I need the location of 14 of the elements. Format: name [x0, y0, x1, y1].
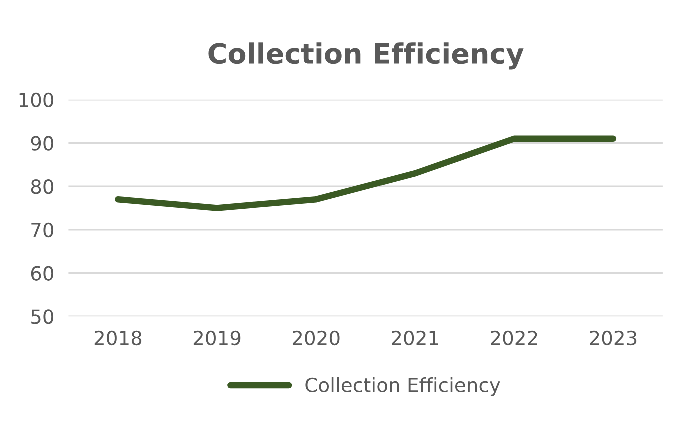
x-tick-label: 2021: [392, 330, 438, 346]
legend-label: Collection Efficiency: [306, 377, 500, 396]
y-tick-label: 70: [32, 222, 54, 238]
x-tick-label: 2023: [590, 330, 637, 346]
y-tick-label: 80: [31, 180, 54, 194]
x-tick-label: 2019: [194, 330, 241, 346]
x-tick-label: 2020: [292, 330, 340, 346]
y-tick-label: 90: [31, 136, 54, 151]
y-tick-label: 60: [31, 266, 54, 281]
y-tick-label: 100: [20, 92, 54, 108]
x-tick-label: 2018: [94, 330, 142, 346]
chart-title: Collection Efficiency: [208, 42, 524, 70]
x-tick-label: 2022: [491, 330, 538, 346]
y-tick-label: 50: [32, 310, 54, 324]
